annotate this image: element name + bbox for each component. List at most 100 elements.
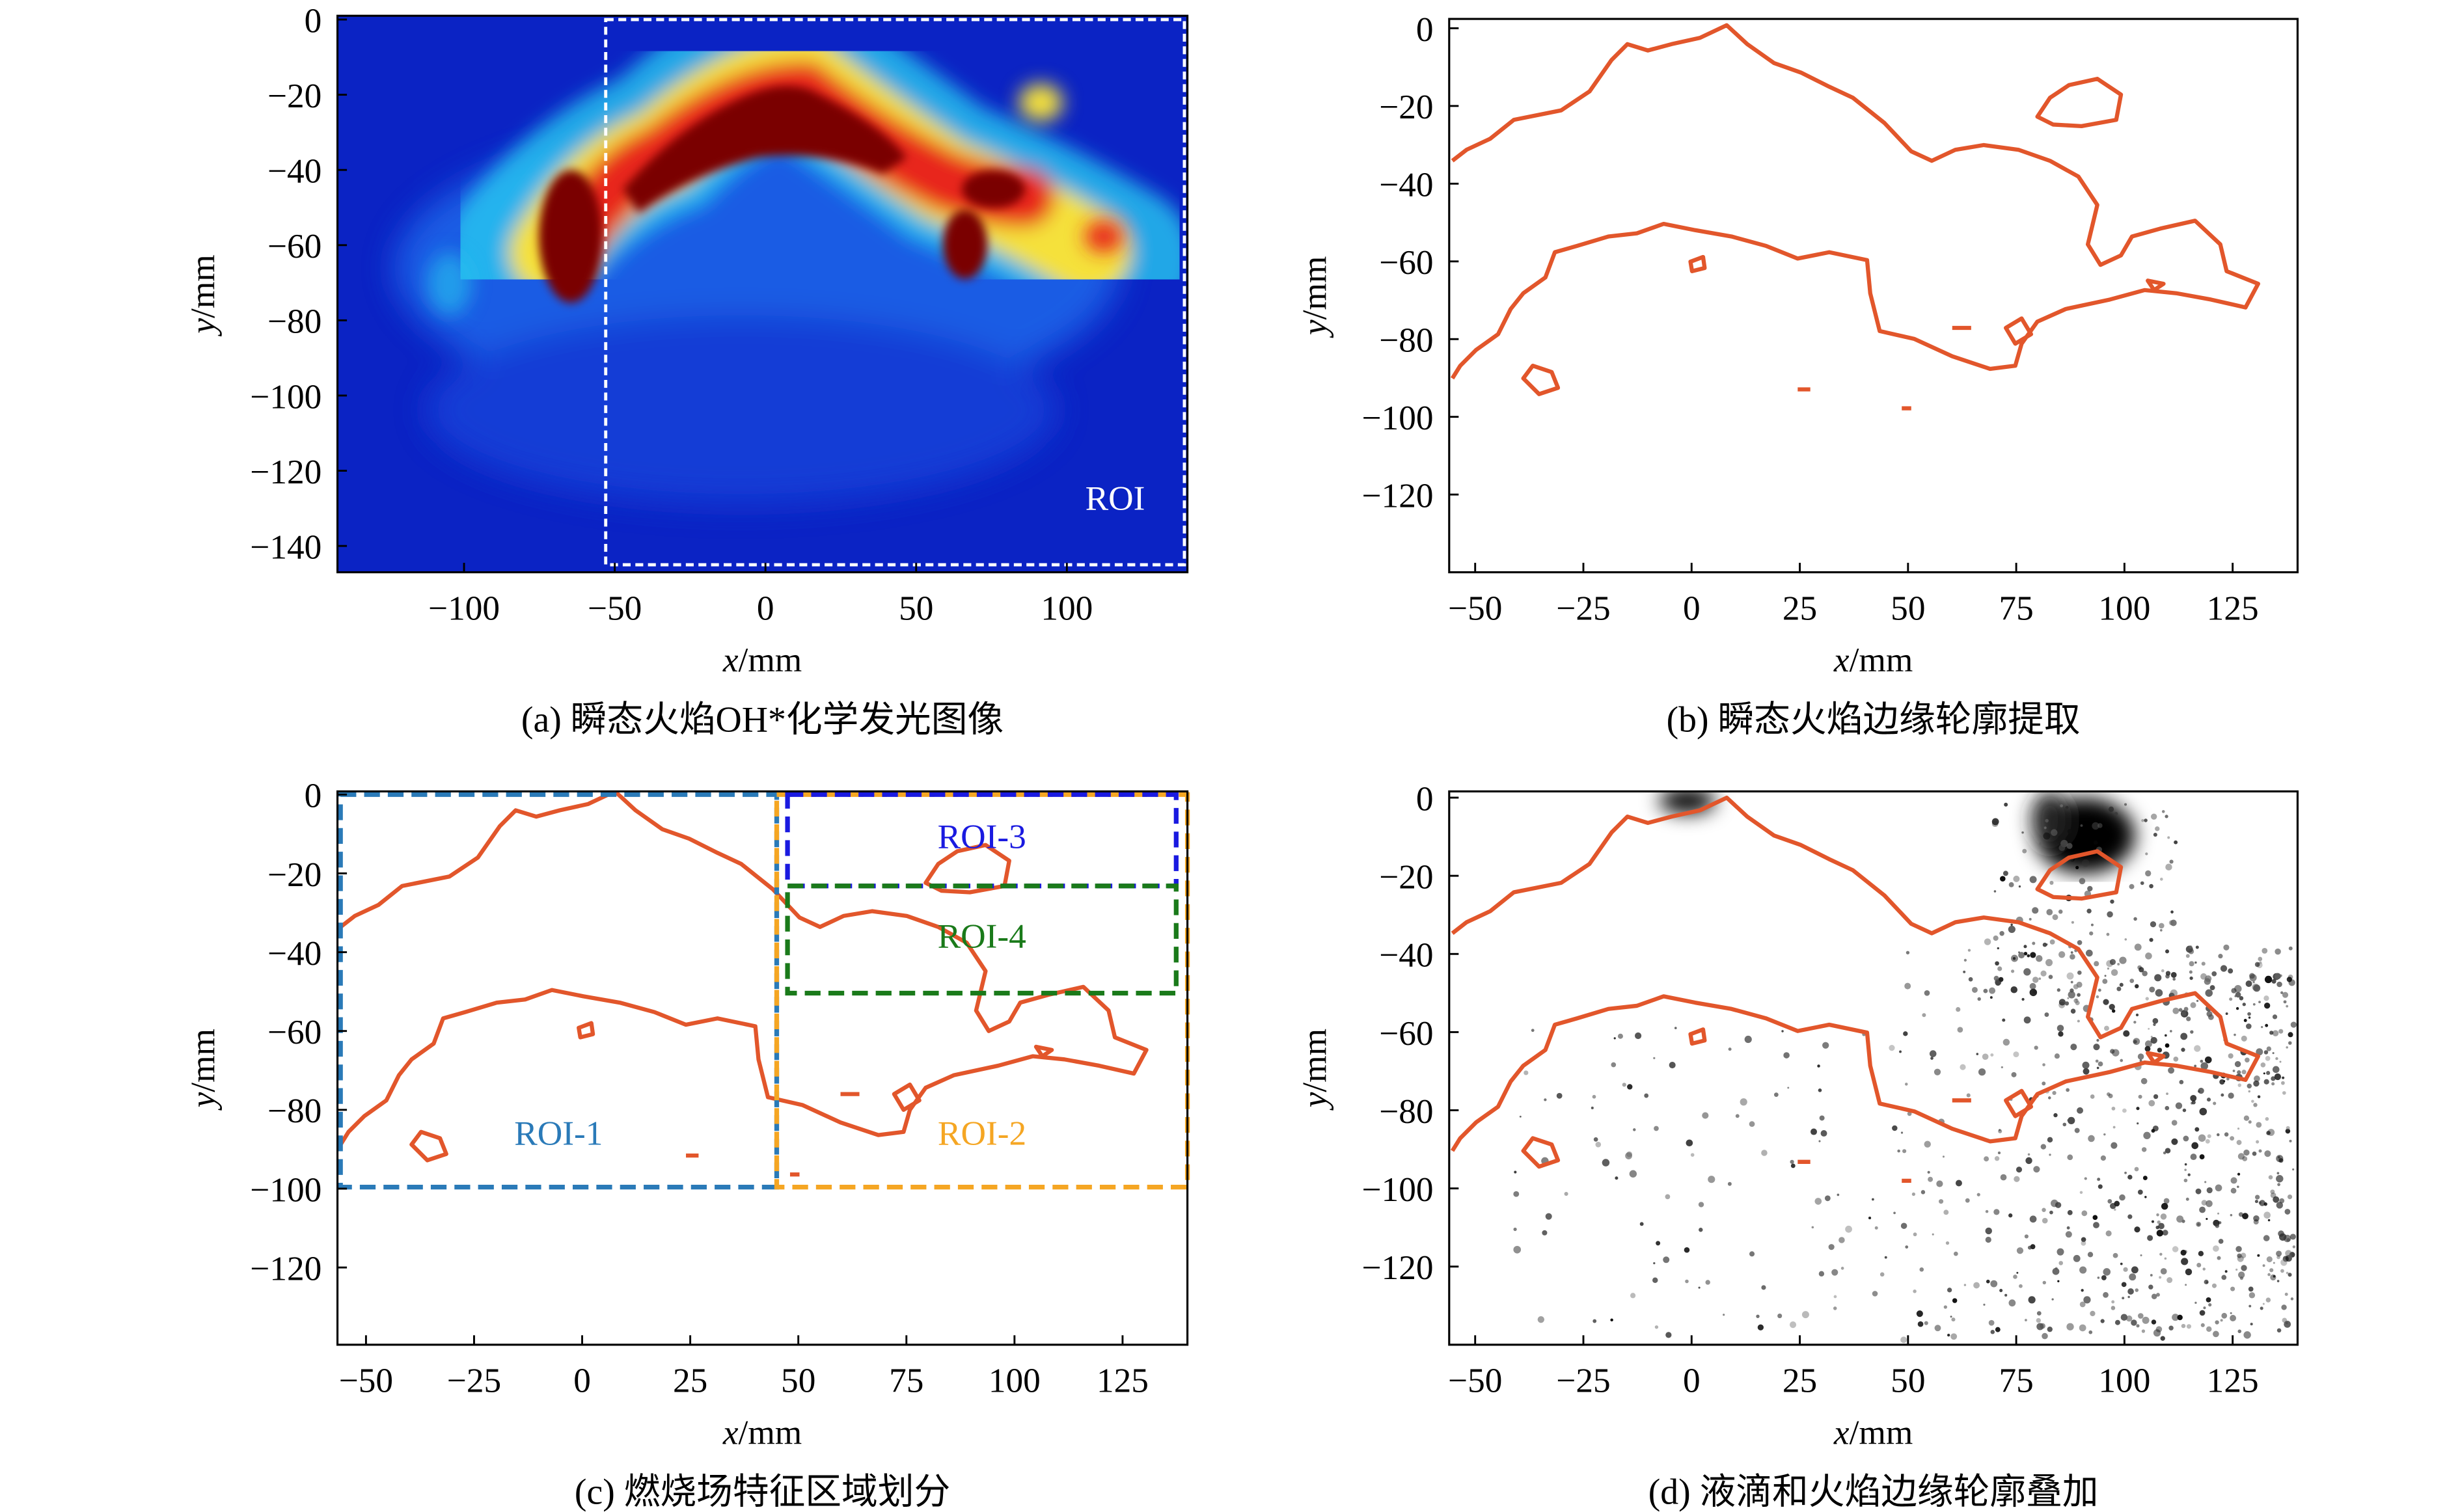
droplet bbox=[2184, 1168, 2187, 1171]
droplet bbox=[1564, 1191, 1568, 1196]
droplet bbox=[2114, 1208, 2116, 1211]
droplet bbox=[2098, 1184, 2103, 1189]
droplet bbox=[2150, 1036, 2157, 1044]
droplet bbox=[2269, 1268, 2274, 1273]
droplet bbox=[2267, 1219, 2271, 1222]
droplet bbox=[1845, 1225, 1852, 1233]
droplet bbox=[2013, 1051, 2019, 1058]
droplet bbox=[1932, 1233, 1934, 1235]
droplet bbox=[2247, 1083, 2252, 1089]
droplet bbox=[2058, 1261, 2064, 1265]
droplet bbox=[2189, 976, 2193, 980]
droplet bbox=[2120, 1314, 2128, 1321]
droplet bbox=[2245, 1057, 2250, 1063]
droplet bbox=[2249, 973, 2255, 979]
droplet bbox=[2048, 975, 2053, 979]
droplet bbox=[2264, 1150, 2271, 1157]
droplet bbox=[2194, 1045, 2201, 1052]
droplet bbox=[2290, 1297, 2294, 1301]
droplet bbox=[1903, 1031, 1908, 1036]
droplet bbox=[2266, 1256, 2273, 1263]
droplet bbox=[2185, 1284, 2187, 1286]
droplet bbox=[1757, 1324, 1764, 1330]
droplet bbox=[2029, 917, 2032, 921]
droplet bbox=[2142, 1176, 2148, 1180]
droplet bbox=[2121, 1282, 2127, 1288]
droplet-layer bbox=[1513, 791, 2297, 1343]
droplet bbox=[2058, 1031, 2064, 1037]
droplet bbox=[2047, 1137, 2053, 1143]
droplet bbox=[1602, 1159, 1610, 1167]
droplet bbox=[2096, 995, 2099, 999]
droplet bbox=[1900, 1131, 1904, 1134]
droplet bbox=[2036, 1311, 2042, 1316]
droplet bbox=[1902, 1149, 1907, 1154]
flame-contour bbox=[1453, 25, 2258, 409]
droplet bbox=[2065, 805, 2069, 809]
y-tick-label: 0 bbox=[1416, 779, 1434, 818]
x-axis-label: x/mm bbox=[1833, 1414, 1913, 1452]
droplet bbox=[2034, 1046, 2038, 1050]
y-tick-label: −140 bbox=[250, 528, 321, 567]
droplet bbox=[2217, 1212, 2220, 1215]
droplet bbox=[2033, 1166, 2040, 1173]
droplet bbox=[2174, 840, 2178, 844]
droplet bbox=[1982, 1053, 1989, 1060]
droplet bbox=[1995, 961, 1999, 966]
droplet bbox=[2186, 1016, 2191, 1021]
droplet bbox=[1955, 1180, 1962, 1187]
droplet bbox=[1644, 1093, 1649, 1098]
droplet bbox=[1913, 1289, 1917, 1293]
droplet bbox=[2199, 1154, 2205, 1159]
droplet bbox=[1761, 1150, 1768, 1156]
droplet bbox=[2190, 1154, 2197, 1161]
droplet bbox=[2173, 1056, 2179, 1062]
droplet bbox=[1884, 1256, 1887, 1259]
droplet bbox=[2155, 989, 2163, 997]
droplet bbox=[2230, 1213, 2233, 1217]
droplet bbox=[1947, 1288, 1952, 1293]
droplet bbox=[2165, 1105, 2170, 1111]
droplet bbox=[2191, 1100, 2196, 1105]
droplet bbox=[1613, 1037, 1616, 1040]
droplet bbox=[2213, 1245, 2219, 1252]
droplet bbox=[2200, 1062, 2209, 1070]
droplet bbox=[1513, 1227, 1517, 1232]
droplet bbox=[2111, 969, 2118, 977]
droplet bbox=[2292, 1245, 2296, 1249]
droplet bbox=[2164, 1257, 2167, 1260]
droplet bbox=[2074, 1127, 2080, 1133]
y-tick-label: −20 bbox=[1379, 858, 1433, 897]
droplet bbox=[2122, 1297, 2125, 1300]
droplet bbox=[1993, 935, 1999, 941]
droplet bbox=[2090, 1310, 2096, 1317]
droplet bbox=[1994, 1156, 2000, 1161]
droplet bbox=[2241, 1070, 2247, 1075]
droplet bbox=[2018, 952, 2025, 959]
droplet bbox=[2129, 979, 2135, 984]
droplet bbox=[1833, 1306, 1837, 1310]
droplet bbox=[1922, 1013, 1926, 1018]
droplet bbox=[2239, 1276, 2244, 1280]
droplet bbox=[2137, 1313, 2144, 1319]
droplet bbox=[2172, 1246, 2179, 1252]
droplet bbox=[2043, 826, 2047, 830]
roi-box bbox=[338, 792, 780, 1190]
droplet bbox=[2077, 1107, 2084, 1114]
droplet bbox=[1963, 970, 1966, 973]
x-tick-label: −25 bbox=[1556, 1362, 1610, 1400]
droplet bbox=[2049, 1154, 2051, 1156]
droplet bbox=[2253, 984, 2261, 992]
droplet bbox=[2257, 1254, 2260, 1257]
droplet bbox=[2077, 970, 2082, 975]
droplet bbox=[2029, 876, 2037, 884]
droplet bbox=[2226, 1077, 2230, 1081]
droplet bbox=[2175, 1102, 2183, 1109]
caption: (d) 液滴和火焰边缘轮廓叠加 bbox=[1648, 1472, 2099, 1512]
droplet bbox=[2119, 956, 2127, 964]
droplet bbox=[2215, 1223, 2220, 1228]
droplet bbox=[2058, 999, 2066, 1006]
droplet bbox=[2265, 1297, 2271, 1303]
droplet bbox=[1727, 1181, 1732, 1186]
droplet bbox=[1997, 947, 1999, 950]
